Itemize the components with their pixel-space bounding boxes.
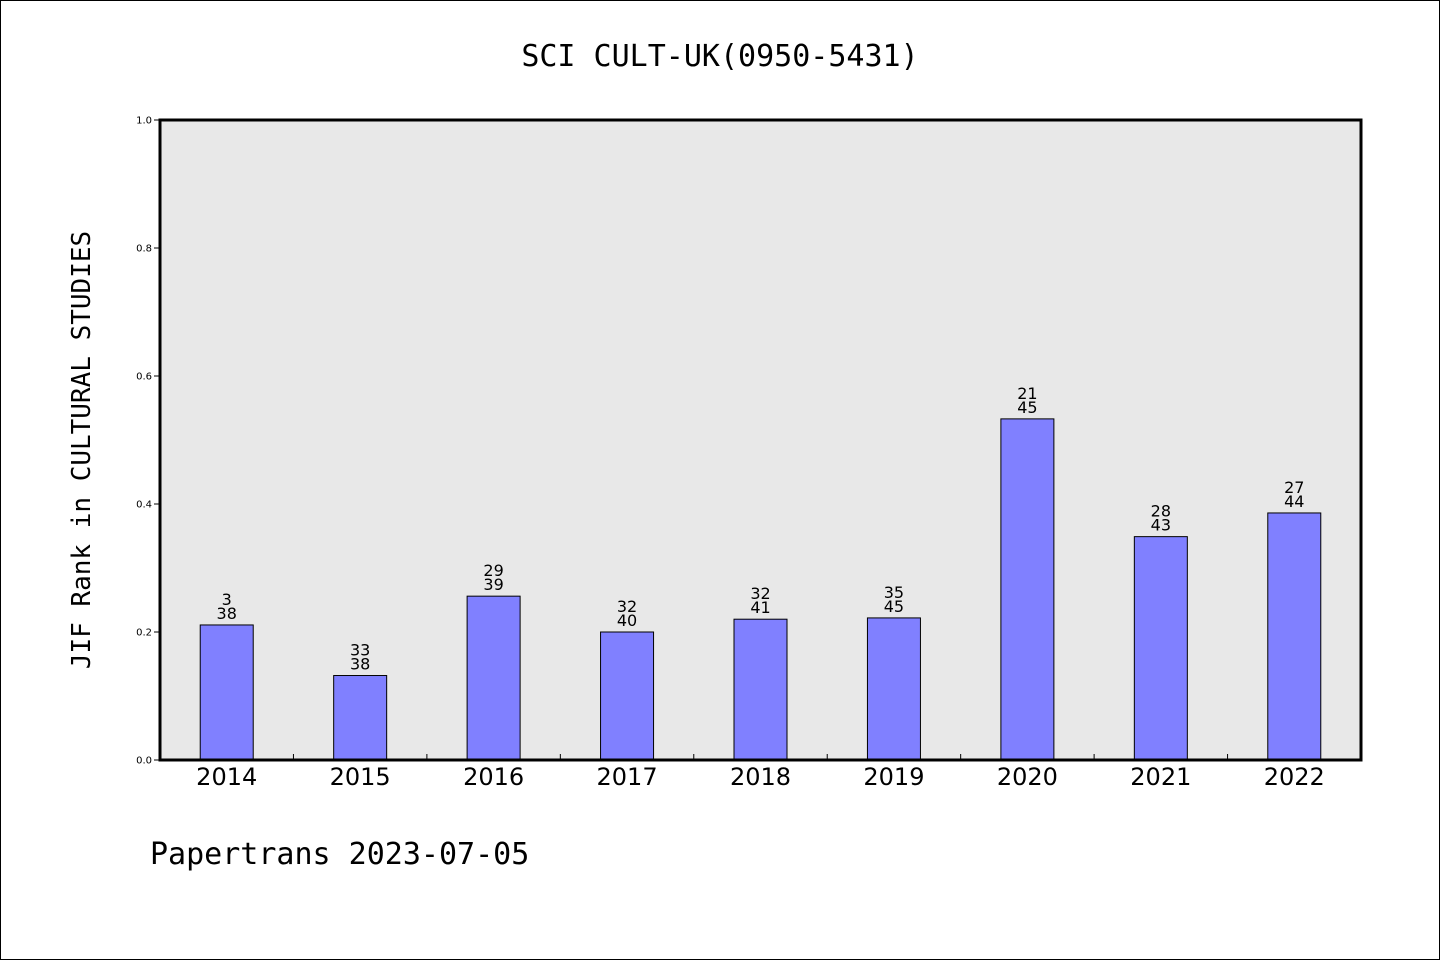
x-tick-label: 2014 xyxy=(196,763,257,791)
x-tick-label: 2015 xyxy=(330,763,391,791)
y-tick-label: 0.2 xyxy=(136,628,152,639)
bar-2022 xyxy=(1267,512,1322,761)
total-label: 45 xyxy=(1017,398,1037,417)
bars-group xyxy=(199,418,1322,761)
total-label: 40 xyxy=(617,611,637,630)
bar-2020 xyxy=(1000,418,1055,761)
y-tick-label: 0.4 xyxy=(136,500,152,511)
bar-2017 xyxy=(600,631,655,761)
bar-2018 xyxy=(733,618,788,761)
bar-2015 xyxy=(333,675,388,761)
rank-label: 21 xyxy=(1017,384,1037,403)
total-label: 45 xyxy=(884,597,904,616)
y-axis-label: JIF Rank in CULTURAL STUDIES xyxy=(67,231,97,669)
rank-label: 3 xyxy=(222,590,232,609)
rank-label: 33 xyxy=(350,641,370,660)
rank-label: 29 xyxy=(483,561,503,580)
bar-2019 xyxy=(866,617,921,761)
rank-label: 35 xyxy=(884,583,904,602)
y-tick-label: 1.0 xyxy=(136,116,152,127)
total-label: 38 xyxy=(350,655,370,674)
total-label: 38 xyxy=(217,604,237,623)
y-tick-label: 0.6 xyxy=(136,372,152,383)
chart-title: SCI CULT-UK(0950-5431) xyxy=(521,39,918,74)
x-tick-label: 2020 xyxy=(997,763,1058,791)
rank-label: 28 xyxy=(1151,502,1171,521)
total-label: 43 xyxy=(1151,516,1171,535)
rank-label: 32 xyxy=(617,597,637,616)
footer-text: Papertrans 2023-07-05 xyxy=(150,837,529,872)
x-axis: 2014 2015 2016 2017 2018 2019 2020 2021 2022 xyxy=(196,754,1325,791)
total-label: 41 xyxy=(750,598,770,617)
total-label: 44 xyxy=(1284,492,1304,511)
x-tick-label: 2019 xyxy=(863,763,924,791)
x-tick-label: 2021 xyxy=(1130,763,1191,791)
x-tick-label: 2018 xyxy=(730,763,791,791)
y-tick-label: 0.8 xyxy=(136,244,152,255)
bar-2016 xyxy=(466,595,521,761)
x-tick-label: 2022 xyxy=(1264,763,1325,791)
plot-border xyxy=(158,118,1363,762)
bar-2021 xyxy=(1133,536,1188,761)
rank-label: 32 xyxy=(750,584,770,603)
x-tick-label: 2016 xyxy=(463,763,524,791)
bar-2014 xyxy=(199,624,254,761)
y-axis: 0.0 0.2 0.4 0.6 0.8 1.0 xyxy=(136,116,160,767)
total-label: 39 xyxy=(483,575,503,594)
rank-label: 27 xyxy=(1284,478,1304,497)
y-tick-label: 0.0 xyxy=(136,756,152,767)
x-tick-label: 2017 xyxy=(597,763,658,791)
